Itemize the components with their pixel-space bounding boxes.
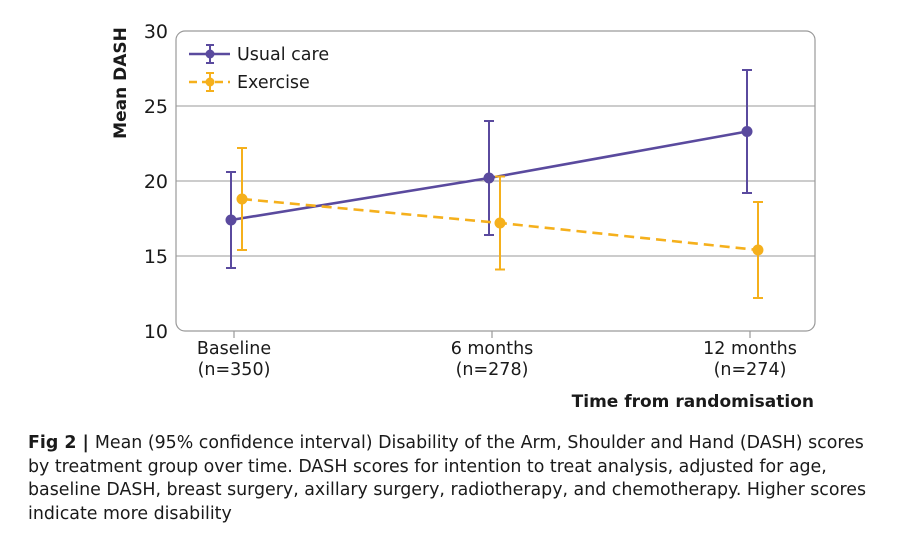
legend-label: Exercise	[237, 73, 310, 93]
x-tick-label: Baseline	[197, 339, 271, 359]
legend-marker	[205, 77, 215, 87]
chart: 10 15 20 25 30 Baseline(n=350) 6 months(n=278…	[111, 21, 816, 380]
data-point	[494, 217, 506, 229]
legend-item: Usual care	[189, 44, 329, 65]
y-tick-label: 30	[144, 21, 168, 43]
x-tick-label: (n=350)	[198, 360, 271, 380]
series-exercise	[236, 147, 764, 299]
data-point	[752, 244, 764, 256]
caption-text: Mean (95% confidence interval) Disabilit…	[28, 433, 867, 524]
y-tick-label: 25	[144, 96, 168, 118]
data-point	[225, 214, 237, 226]
legend-item: Exercise	[189, 72, 310, 93]
y-tick-labels: 10 15 20 25 30	[144, 21, 168, 343]
data-point	[236, 193, 248, 205]
x-tick-label: (n=278)	[456, 360, 529, 380]
gridlines	[176, 105, 815, 257]
plot-frame	[175, 30, 816, 332]
x-axis-title: Time from randomisation	[571, 392, 814, 412]
legend: Usual care Exercise	[189, 44, 329, 93]
series-usual-care	[225, 69, 753, 269]
series	[225, 69, 764, 299]
figure-label: Fig 2 |	[28, 433, 95, 453]
figure-caption: Fig 2 | Mean (95% confidence interval) D…	[28, 432, 890, 526]
data-point	[741, 126, 753, 137]
legend-label: Usual care	[237, 45, 329, 65]
y-tick-label: 15	[144, 246, 168, 268]
x-tick-label: (n=274)	[714, 360, 787, 380]
y-axis-title: Mean DASH	[111, 27, 131, 139]
legend-marker	[205, 49, 215, 59]
x-tick-label: 12 months	[703, 339, 797, 359]
data-point	[483, 172, 495, 184]
y-tick-label: 20	[144, 171, 168, 193]
x-tick-label: 6 months	[451, 339, 534, 359]
y-tick-label: 10	[144, 321, 168, 343]
x-tick-labels: Baseline(n=350) 6 months(n=278) 12 months(…	[197, 331, 797, 380]
